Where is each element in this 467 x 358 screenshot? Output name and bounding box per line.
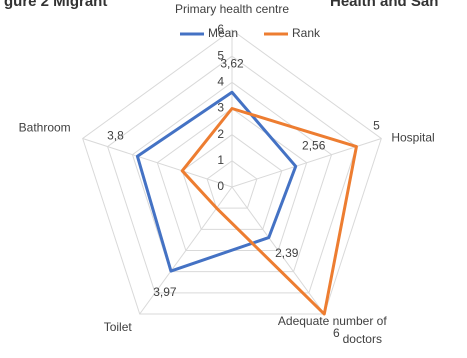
series-line [135, 90, 298, 273]
r-tick-label: 0 [217, 179, 224, 193]
data-label: 3,8 [107, 128, 124, 142]
r-tick-label: 1 [217, 153, 224, 167]
category-label-line: doctors [343, 332, 382, 346]
data-label: 6 [333, 326, 340, 340]
category-label: Primary health centre [175, 2, 289, 16]
category-label-line: Adequate number of [278, 314, 387, 328]
data-label: 3,97 [153, 285, 177, 299]
r-tick-label: 2 [217, 127, 224, 141]
r-tick-label: 4 [217, 75, 224, 89]
category-label: Adequate number of doctors [278, 314, 387, 346]
data-label: 2,56 [302, 138, 326, 152]
grid-line [82, 29, 382, 315]
legend-label: Mean [208, 26, 238, 40]
chart-title: gure 2 Migrant [4, 0, 107, 10]
data-label: 2,39 [275, 246, 299, 260]
r-tick-label: 5 [217, 48, 224, 62]
grid-line [131, 81, 333, 273]
category-label: Hospital [391, 131, 434, 145]
grid-line [206, 160, 258, 209]
category-label: Toilet [104, 320, 133, 334]
grid-line [106, 55, 358, 294]
chart-title: Health and San [330, 0, 438, 10]
legend-label: Rank [292, 26, 321, 40]
series-line [180, 107, 358, 316]
r-tick-label: 3 [217, 101, 224, 115]
category-label: Bathroom [19, 121, 71, 135]
axis-line [82, 138, 233, 188]
axis-line [231, 186, 325, 315]
data-label: 3,62 [220, 56, 244, 70]
data-label: 5 [373, 119, 380, 133]
r-tick-label: 6 [217, 22, 224, 36]
grid-line [181, 134, 283, 230]
